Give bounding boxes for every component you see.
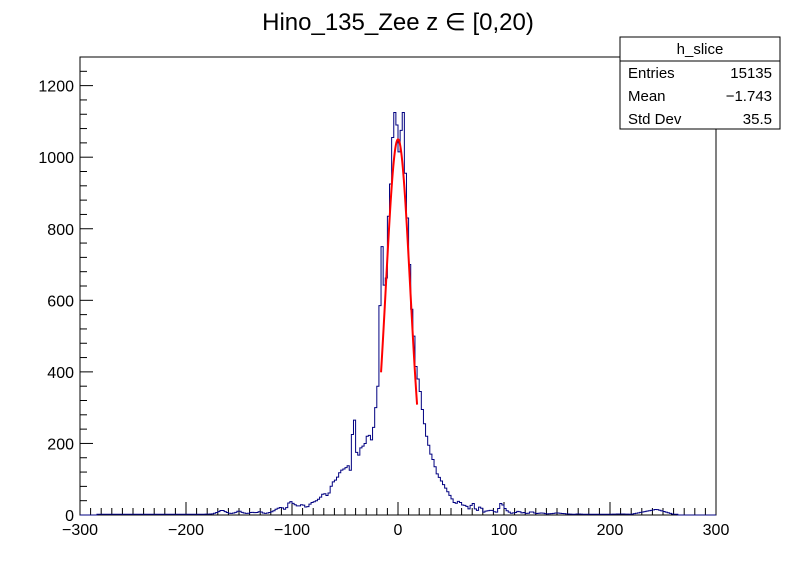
- stats-box: h_slice Entries 15135 Mean −1.743 Std De…: [619, 36, 781, 130]
- x-tick-label: 0: [394, 522, 403, 539]
- x-tick-label: 300: [703, 522, 730, 539]
- x-axis: −300 −200 −100 0 100 200 300: [62, 502, 729, 539]
- stats-entries-label: Entries: [628, 65, 675, 82]
- x-tick-label: 100: [491, 522, 518, 539]
- x-tick-label: −200: [168, 522, 204, 539]
- y-tick-label: 800: [47, 222, 74, 239]
- y-tick-label: 1200: [38, 79, 74, 96]
- x-tick-label: −300: [62, 522, 98, 539]
- stats-box-title: h_slice: [677, 41, 724, 58]
- stats-stddev-value: 35.5: [743, 111, 772, 128]
- stats-stddev-label: Std Dev: [628, 111, 682, 128]
- stats-box-frame: [619, 36, 781, 130]
- y-tick-label: 400: [47, 365, 74, 382]
- stats-mean-label: Mean: [628, 88, 666, 105]
- y-tick-label: 0: [65, 508, 74, 525]
- y-tick-label: 600: [47, 293, 74, 310]
- stats-mean-value: −1.743: [726, 88, 772, 105]
- y-tick-label: 200: [47, 436, 74, 453]
- x-tick-label: −100: [274, 522, 310, 539]
- x-tick-label: 200: [597, 522, 624, 539]
- stats-entries-value: 15135: [730, 65, 772, 82]
- y-tick-label: 1000: [38, 150, 74, 167]
- y-axis: 0 200 400 600 800 1000 1200: [38, 56, 93, 525]
- histogram-series: [80, 111, 716, 516]
- chart-title: Hino_135_Zee z ∈ [0,20): [262, 9, 534, 36]
- gaussian-fit-curve: [380, 138, 419, 405]
